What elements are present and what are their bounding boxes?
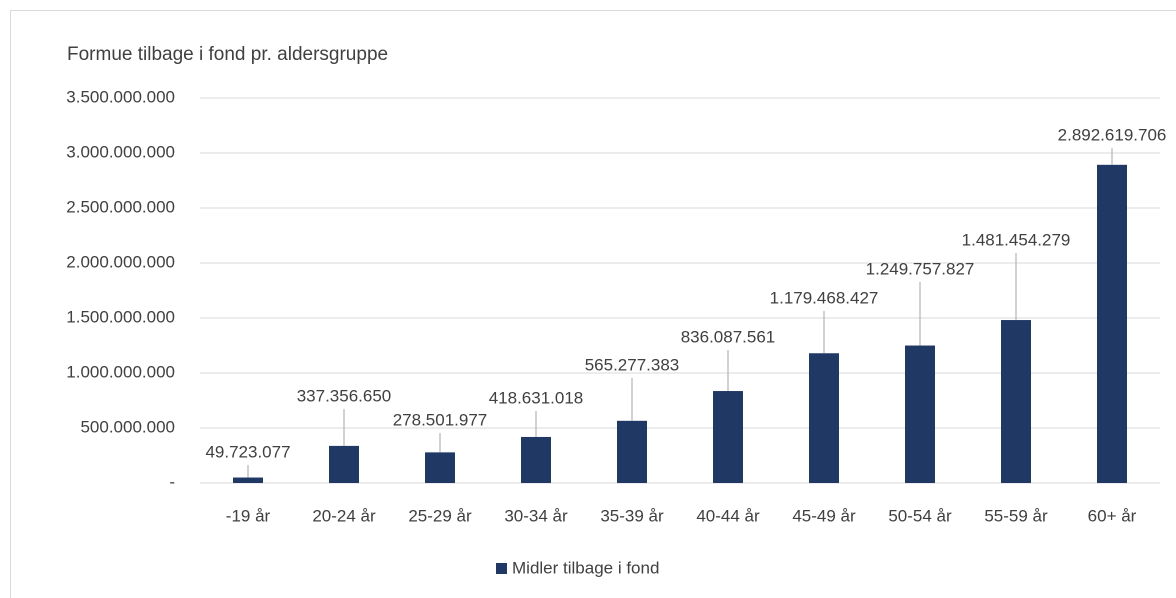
data-label: 1.249.757.827 bbox=[866, 259, 975, 278]
y-tick-label: - bbox=[169, 472, 175, 491]
y-tick-label: 3.000.000.000 bbox=[66, 142, 175, 161]
bar bbox=[521, 436, 551, 483]
data-label: 278.501.977 bbox=[393, 410, 488, 429]
bar bbox=[713, 391, 743, 483]
y-tick-label: 1.500.000.000 bbox=[66, 307, 175, 326]
x-tick-label: 50-54 år bbox=[888, 506, 952, 525]
data-label: 1.481.454.279 bbox=[962, 230, 1071, 249]
bar bbox=[809, 353, 839, 483]
bar bbox=[233, 477, 263, 483]
chart-title: Formue tilbage i fond pr. aldersgruppe bbox=[67, 44, 388, 65]
bar bbox=[617, 420, 647, 483]
bar bbox=[329, 445, 359, 483]
y-tick-label: 2.000.000.000 bbox=[66, 252, 175, 271]
x-tick-label: 30-34 år bbox=[504, 506, 568, 525]
bar bbox=[1097, 164, 1127, 483]
bar bbox=[425, 452, 455, 483]
x-tick-label: 55-59 år bbox=[984, 506, 1048, 525]
x-tick-label: 20-24 år bbox=[312, 506, 376, 525]
x-tick-label: 25-29 år bbox=[408, 506, 472, 525]
data-label: 836.087.561 bbox=[681, 327, 776, 346]
data-label: 1.179.468.427 bbox=[770, 288, 879, 307]
data-label: 337.356.650 bbox=[297, 386, 392, 405]
legend-swatch bbox=[496, 563, 507, 574]
data-label: 49.723.077 bbox=[205, 442, 290, 461]
x-tick-label: 60+ år bbox=[1088, 506, 1137, 525]
legend-label: Midler tilbage i fond bbox=[512, 558, 659, 577]
y-tick-label: 1.000.000.000 bbox=[66, 362, 175, 381]
chart-frame bbox=[10, 10, 1176, 598]
bar bbox=[905, 345, 935, 483]
x-tick-label: -19 år bbox=[226, 506, 271, 525]
bar bbox=[1001, 320, 1031, 483]
x-tick-label: 40-44 år bbox=[696, 506, 760, 525]
data-label: 418.631.018 bbox=[489, 388, 584, 407]
data-label: 2.892.619.706 bbox=[1058, 125, 1167, 144]
y-tick-label: 500.000.000 bbox=[80, 417, 175, 436]
x-tick-label: 45-49 år bbox=[792, 506, 856, 525]
x-tick-label: 35-39 år bbox=[600, 506, 664, 525]
y-tick-label: 2.500.000.000 bbox=[66, 197, 175, 216]
data-label: 565.277.383 bbox=[585, 355, 680, 374]
y-tick-label: 3.500.000.000 bbox=[66, 87, 175, 106]
